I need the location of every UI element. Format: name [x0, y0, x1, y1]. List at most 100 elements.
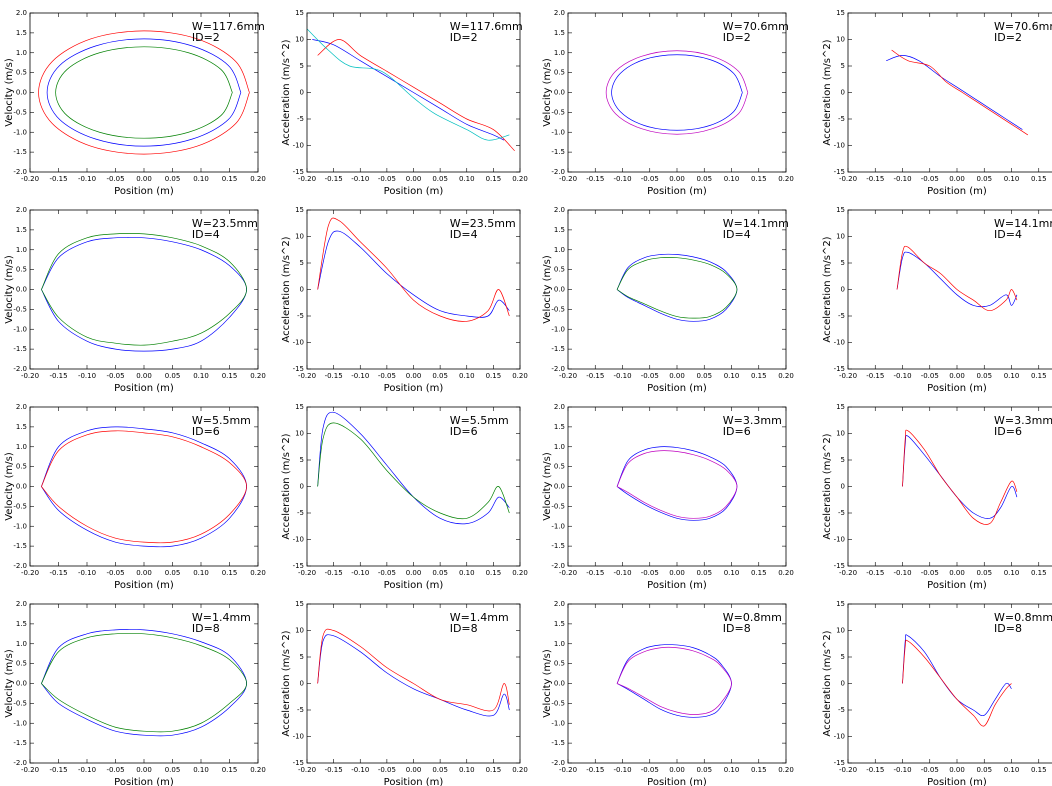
y-axis-label: Acceleration (m/s^2): [822, 236, 833, 342]
x-tick-label: 0.15: [486, 569, 502, 577]
y-tick-label: -5: [838, 509, 845, 517]
annotation: W=23.5mm: [450, 217, 516, 230]
annotation: ID=2: [192, 31, 220, 44]
x-tick-label: -0.15: [586, 175, 604, 183]
x-tick-label: -0.20: [21, 175, 39, 183]
x-tick-label: 0.00: [669, 175, 685, 183]
y-tick-label: -5: [838, 706, 845, 714]
trajectory: [616, 646, 732, 715]
annotation: W=1.4mm: [192, 611, 251, 624]
trajectory: [41, 430, 247, 544]
x-tick-label: 0.15: [222, 766, 238, 774]
y-tick-label: -1.0: [13, 128, 27, 136]
x-tick-label: 0.05: [165, 372, 181, 380]
x-tick-label: 0.00: [406, 569, 422, 577]
y-tick-label: -1.5: [13, 542, 27, 550]
y-tick-label: 2.0: [554, 600, 565, 608]
y-tick-label: 5: [841, 456, 845, 464]
x-tick-label: -0.10: [893, 372, 911, 380]
y-tick-label: 5: [300, 653, 304, 661]
plot-area: [307, 28, 515, 152]
annotation: W=117.6mm: [450, 20, 523, 33]
annotation: ID=6: [723, 425, 751, 438]
plot-area: [317, 411, 510, 525]
x-tick-label: 0.15: [1031, 175, 1047, 183]
trajectory: [41, 628, 247, 737]
x-tick-label: 0.00: [949, 569, 965, 577]
x-tick-label: -0.05: [921, 766, 939, 774]
y-tick-label: -15: [293, 759, 304, 767]
panel: -0.20-0.15-0.10-0.050.000.050.100.150.20…: [822, 403, 1052, 591]
y-tick-label: -5: [297, 312, 304, 320]
x-tick-label: 0.00: [669, 372, 685, 380]
x-tick-label: -0.10: [78, 569, 96, 577]
x-tick-label: 0.10: [1004, 569, 1020, 577]
x-tick-label: 0.10: [193, 372, 209, 380]
x-tick-label: -0.10: [893, 175, 911, 183]
x-tick-label: -0.15: [325, 569, 343, 577]
trajectory: [611, 54, 743, 131]
trajectory: [55, 46, 233, 139]
x-tick-label: 0.05: [696, 372, 712, 380]
plot-area: [616, 253, 738, 322]
y-tick-label: -5: [297, 706, 304, 714]
x-tick-label: 0.10: [193, 175, 209, 183]
y-tick-label: 5: [841, 62, 845, 70]
plot-area: [38, 30, 250, 155]
annotation: W=3.3mm: [723, 414, 782, 427]
frame: [306, 209, 521, 370]
x-tick-label: -0.10: [613, 766, 631, 774]
y-tick-label: -10: [293, 733, 304, 741]
y-tick-label: -1.0: [551, 719, 565, 727]
y-tick-label: -5: [297, 509, 304, 517]
y-tick-label: 15: [836, 600, 845, 608]
x-tick-label: -0.05: [641, 766, 659, 774]
y-tick-label: 2.0: [554, 206, 565, 214]
y-tick-label: 1.5: [554, 226, 565, 234]
y-tick-label: 0: [841, 89, 845, 97]
x-tick-label: -0.20: [21, 766, 39, 774]
trajectory: [317, 217, 510, 322]
x-axis-label: Position (m): [384, 580, 444, 591]
y-axis-label: Acceleration (m/s^2): [822, 630, 833, 736]
y-axis-label: Acceleration (m/s^2): [281, 433, 292, 539]
x-tick-label: -0.05: [921, 569, 939, 577]
y-tick-label: -2.0: [551, 365, 565, 373]
y-tick-label: 10: [836, 627, 845, 635]
x-axis-label: Position (m): [647, 383, 707, 394]
y-tick-label: 0: [300, 483, 304, 491]
y-tick-label: 0.5: [554, 266, 565, 274]
y-tick-label: 0.5: [554, 463, 565, 471]
y-tick-label: -1.0: [13, 719, 27, 727]
y-tick-label: -1.5: [13, 739, 27, 747]
y-tick-label: -1.0: [551, 128, 565, 136]
x-tick-label: -0.15: [586, 766, 604, 774]
annotation: W=0.8mm: [723, 611, 782, 624]
frame: [306, 406, 521, 567]
x-tick-label: -0.15: [325, 766, 343, 774]
plot-area: [605, 50, 749, 135]
x-tick-label: -0.15: [586, 569, 604, 577]
x-tick-label: 0.05: [696, 569, 712, 577]
annotation: ID=8: [192, 622, 220, 635]
y-tick-label: 2.0: [16, 206, 27, 214]
y-tick-label: -1.5: [13, 148, 27, 156]
y-tick-label: -1.5: [551, 148, 565, 156]
x-axis-label: Position (m): [927, 383, 987, 394]
y-tick-label: 2.0: [16, 600, 27, 608]
x-tick-label: 0.05: [432, 372, 448, 380]
annotation: W=70.6mm: [723, 20, 789, 33]
y-tick-label: 15: [836, 9, 845, 17]
y-tick-label: 0: [841, 286, 845, 294]
y-axis-label: Velocity (m/s): [542, 255, 553, 324]
x-tick-label: -0.10: [613, 175, 631, 183]
plot-area: [41, 628, 247, 737]
x-tick-label: -0.10: [893, 569, 911, 577]
y-axis-label: Acceleration (m/s^2): [822, 39, 833, 145]
